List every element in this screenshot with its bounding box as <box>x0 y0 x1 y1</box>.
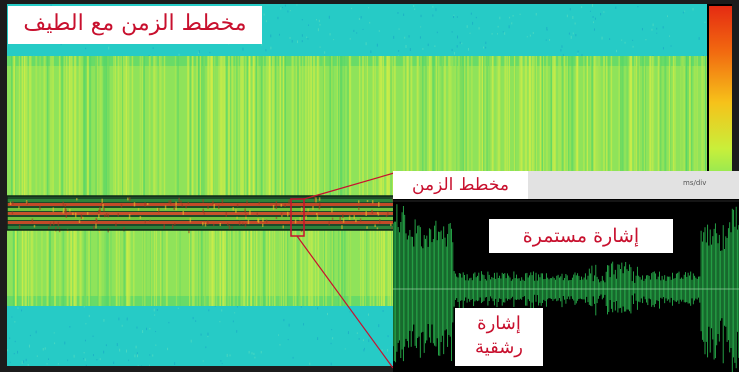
time-plot-title: مخطط الزمن <box>393 171 528 199</box>
continuous-signal-label: إشارة مستمرة <box>489 219 673 253</box>
inset-scale-readout: ms/div <box>683 179 707 187</box>
time-domain-plot: إشارة مستمرة إشارة رشقية <box>393 199 739 372</box>
time-domain-inset[interactable]: مخطط الزمن ms/div إشارة مستمرة إشارة رشق… <box>393 171 739 372</box>
spectrogram-title: مخطط الزمن مع الطيف <box>8 6 262 44</box>
frame-top <box>0 0 739 4</box>
burst-signal-label: إشارة رشقية <box>455 308 543 366</box>
frame-bottom <box>0 366 739 372</box>
frame-left <box>0 0 7 372</box>
inset-header: مخطط الزمن ms/div <box>393 171 739 199</box>
